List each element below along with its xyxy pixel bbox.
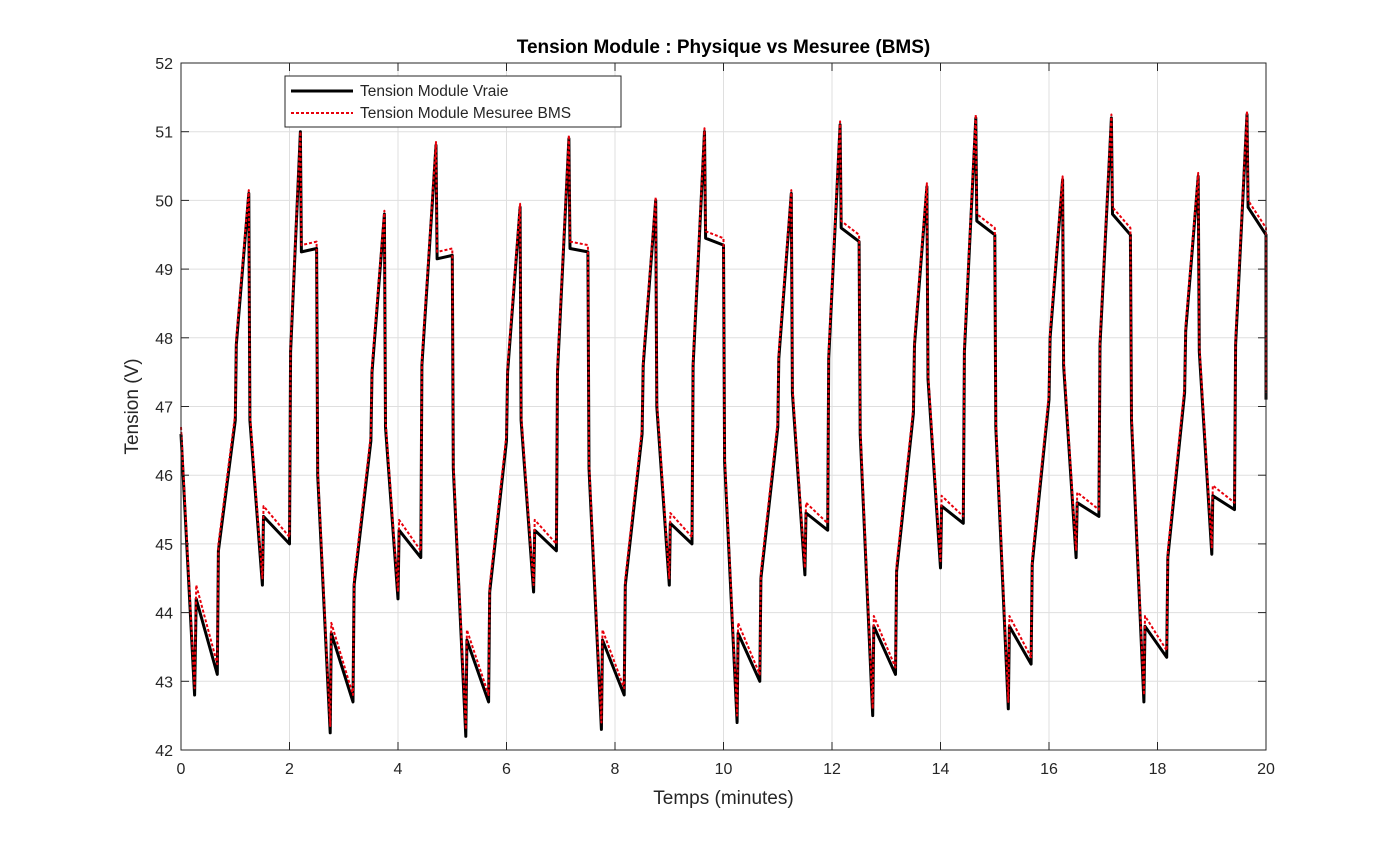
- x-tick-label: 8: [611, 761, 620, 778]
- y-tick-label: 50: [155, 193, 173, 210]
- y-axis-label: Tension (V): [122, 358, 143, 454]
- y-tick-label: 45: [155, 537, 173, 554]
- y-tick-label: 43: [155, 674, 173, 691]
- x-tick-label: 4: [394, 761, 403, 778]
- data-series: [179, 110, 1268, 738]
- y-tick-label: 46: [155, 468, 173, 485]
- legend-entry-label: Tension Module Vraie: [360, 83, 508, 100]
- y-tick-label: 42: [155, 743, 173, 760]
- y-tick-label: 51: [155, 125, 173, 142]
- y-tick-label: 44: [155, 606, 173, 623]
- series-line-mesuree-bms: [180, 110, 1267, 731]
- chart-title: Tension Module : Physique vs Mesuree (BM…: [517, 37, 931, 58]
- x-axis-label: Temps (minutes): [653, 788, 793, 809]
- legend-entry-label: Tension Module Mesuree BMS: [360, 105, 571, 122]
- y-tick-label: 52: [155, 56, 173, 73]
- x-tick-label: 10: [715, 761, 733, 778]
- x-tick-label: 16: [1040, 761, 1058, 778]
- x-tick-label: 18: [1149, 761, 1167, 778]
- x-tick-label: 6: [502, 761, 511, 778]
- legend: Tension Module Vraie Tension Module Mesur…: [284, 75, 622, 128]
- y-tick-label: 49: [155, 262, 173, 279]
- x-tick-label: 14: [932, 761, 950, 778]
- x-tick-label: 2: [285, 761, 294, 778]
- y-tick-label: 47: [155, 400, 173, 417]
- y-tick-label: 48: [155, 331, 173, 348]
- legend-box: [284, 75, 622, 128]
- x-tick-label: 20: [1257, 761, 1275, 778]
- x-tick-label: 12: [823, 761, 841, 778]
- x-tick-label: 0: [177, 761, 186, 778]
